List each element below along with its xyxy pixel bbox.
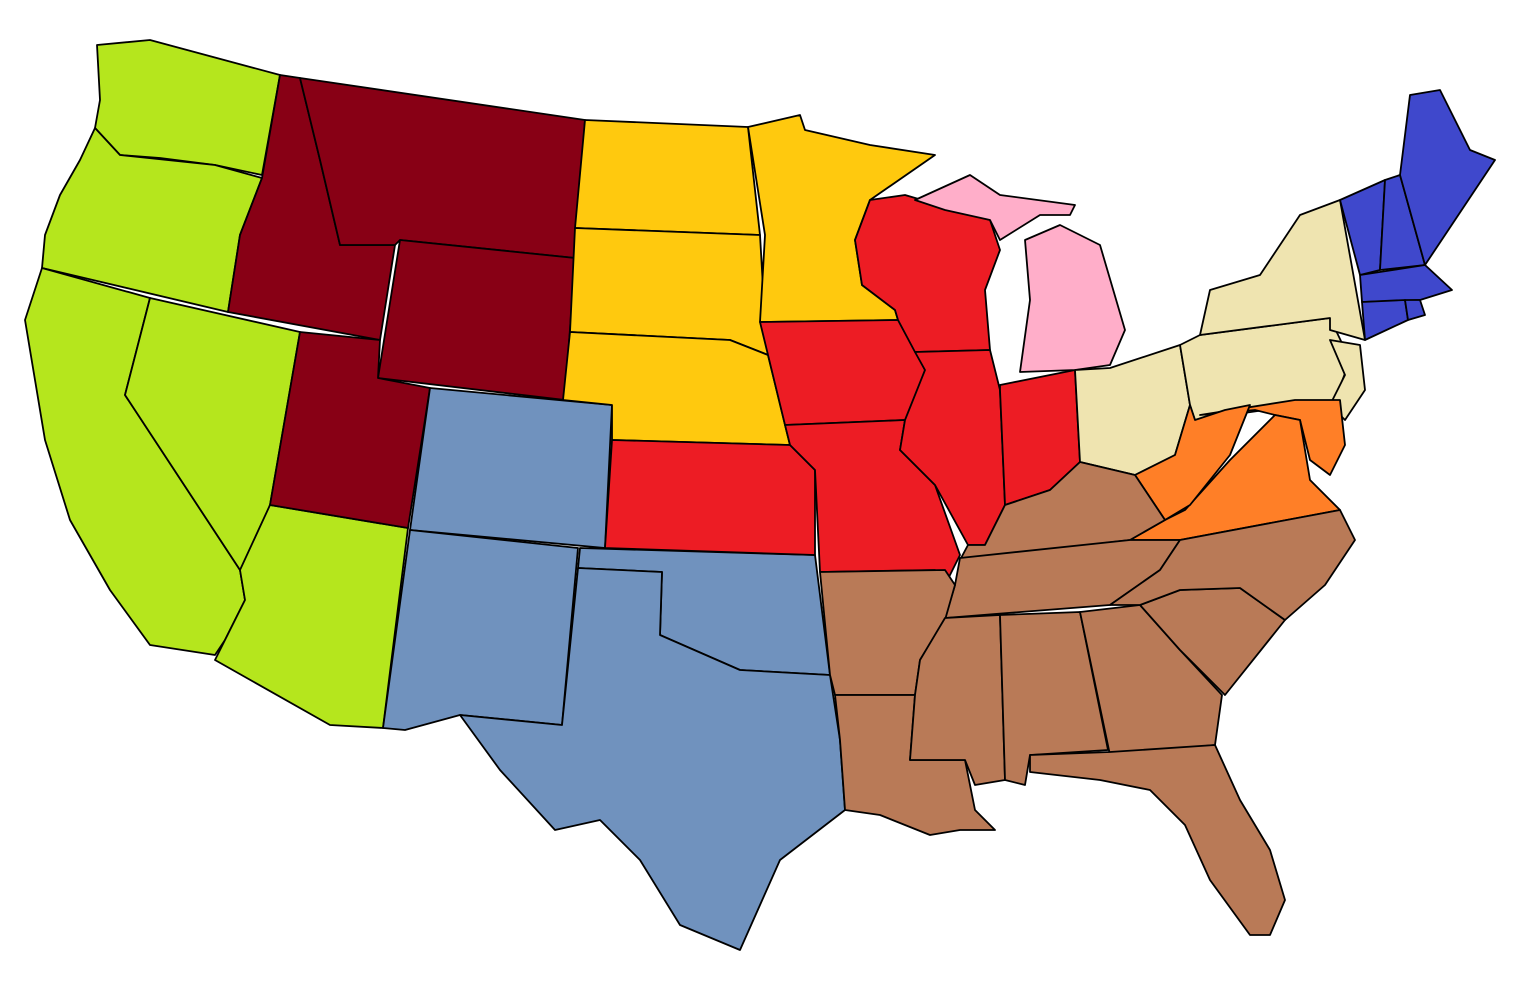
state-north-carolina [1109, 509, 1356, 621]
state-kentucky [959, 461, 1166, 561]
state-new-york [1199, 199, 1366, 341]
state-montana [299, 77, 586, 259]
state-connecticut [1361, 299, 1409, 341]
region-pacific [24, 39, 409, 729]
state-kansas [604, 439, 816, 556]
region-south [819, 461, 1356, 936]
state-maryland-delaware [1199, 399, 1346, 476]
state-rhode-island [1404, 299, 1426, 321]
region-midwest [604, 194, 1081, 586]
state-wyoming [377, 239, 576, 401]
state-michigan-upper [914, 174, 1076, 241]
state-iowa [759, 319, 926, 426]
region-southwest [382, 387, 846, 951]
state-michigan-lower [1019, 224, 1126, 373]
region-plains [562, 114, 936, 446]
region-mountain [227, 74, 586, 529]
state-new-mexico [382, 529, 579, 731]
state-north-dakota [574, 119, 761, 236]
state-colorado [409, 387, 613, 549]
region-new-england [1339, 89, 1496, 341]
state-texas [459, 567, 846, 951]
region-michigan [914, 174, 1126, 373]
state-arizona [214, 504, 409, 729]
state-florida [1029, 744, 1286, 936]
state-massachusetts [1359, 264, 1453, 303]
